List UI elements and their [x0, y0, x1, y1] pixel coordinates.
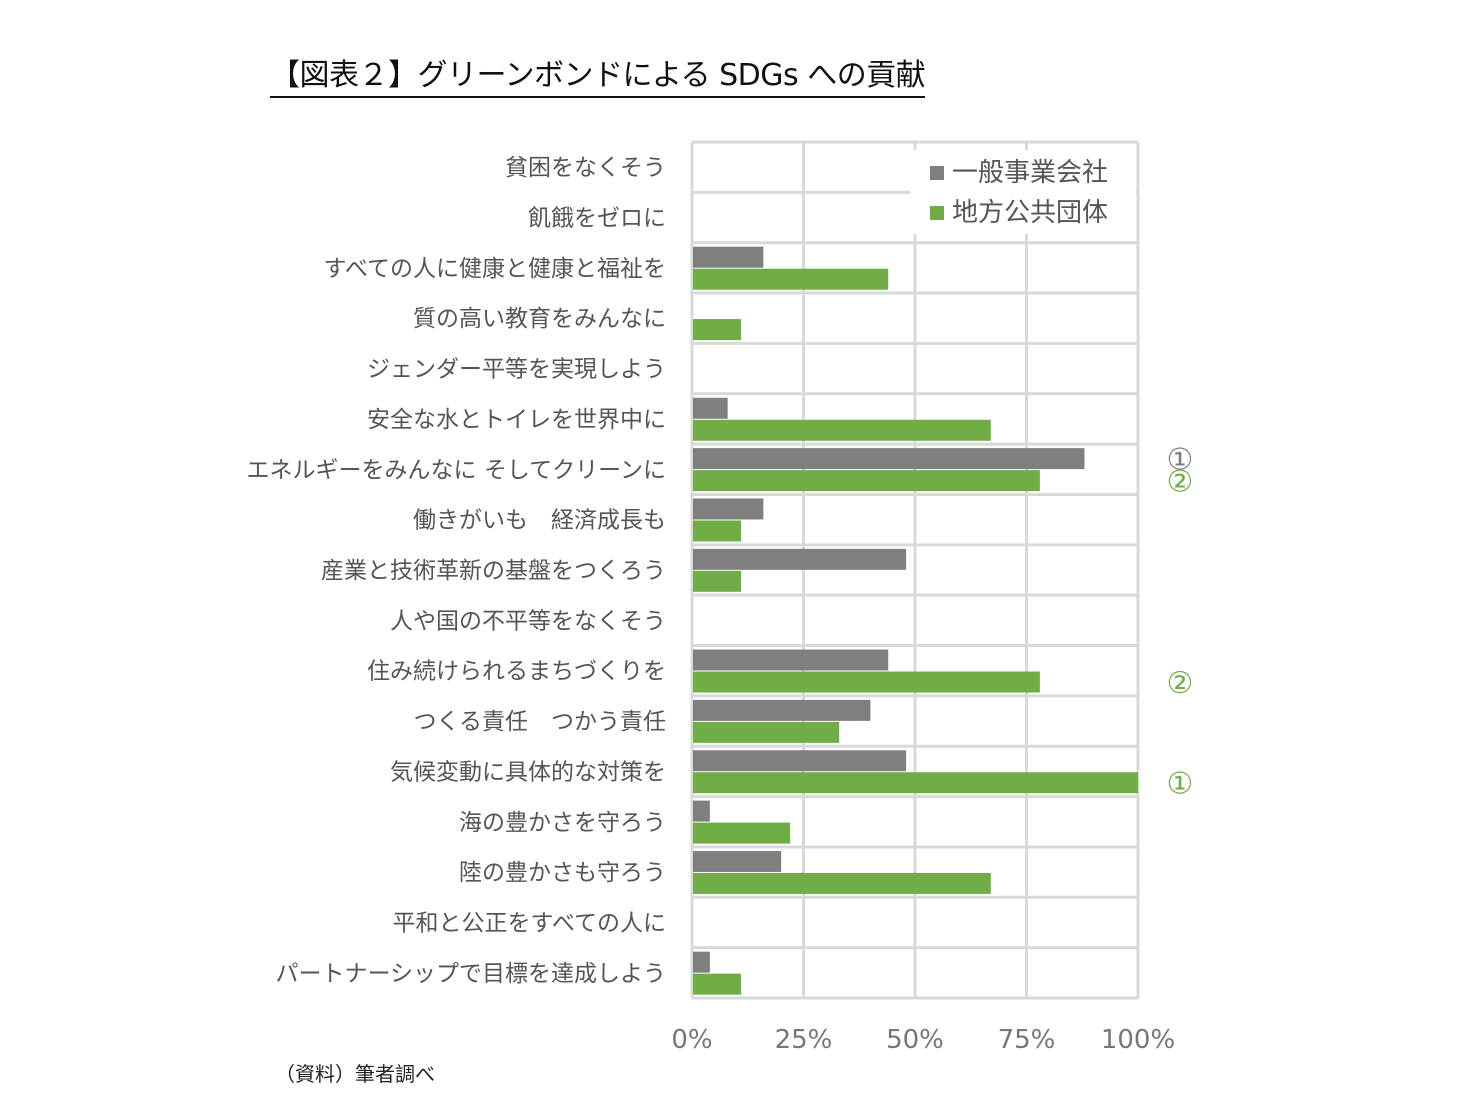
bar-company: [693, 397, 728, 419]
category-label: ジェンダー平等を実現しよう: [367, 357, 666, 383]
bar-municipal: [693, 822, 791, 844]
legend-swatch: [930, 206, 944, 220]
bar-company: [693, 750, 907, 772]
category-label: 産業と技術革新の基盤をつくろう: [321, 558, 666, 584]
bar-municipal: [693, 268, 889, 290]
rank-annotation: ②: [1167, 465, 1194, 500]
bar-company: [693, 699, 871, 721]
bar-company: [693, 548, 907, 570]
category-label: 海の豊かさを守ろう: [459, 810, 666, 836]
category-label: 平和と公正をすべての人に: [393, 910, 666, 936]
legend-box: [910, 150, 1136, 234]
x-tick-label: 100%: [1101, 1025, 1175, 1055]
legend-swatch: [930, 166, 944, 180]
category-label: 貧困をなくそう: [505, 155, 666, 181]
category-label: 働きがいも 経済成長も: [413, 508, 666, 534]
bar-company: [693, 246, 764, 268]
x-tick-label: 0%: [671, 1025, 712, 1055]
bar-company: [693, 498, 764, 520]
category-label: 安全な水とトイレを世界中に: [367, 407, 666, 433]
category-label: 住み続けられるまちづくりを: [367, 659, 666, 685]
bar-company: [693, 850, 782, 872]
bar-company: [693, 448, 1085, 470]
bar-municipal: [693, 520, 742, 542]
category-label: エネルギーをみんなに そしてクリーンに: [247, 457, 666, 483]
category-label: 飢餓をゼロに: [528, 206, 666, 232]
bar-municipal: [693, 419, 991, 441]
category-label: 気候変動に具体的な対策を: [390, 759, 666, 785]
category-label: 陸の豊かさも守ろう: [459, 860, 666, 886]
x-tick-label: 25%: [775, 1025, 833, 1055]
category-label: パートナーシップで目標を達成しよう: [275, 961, 666, 987]
rank-annotation: ①: [1167, 767, 1194, 802]
legend-label: 一般事業会社: [952, 158, 1108, 188]
x-tick-label: 75%: [998, 1025, 1056, 1055]
category-label: すべての人に健康と健康と福祉を: [324, 256, 666, 282]
bar-municipal: [693, 721, 840, 743]
chart-title: 【図表２】グリーンボンドによる SDGs への貢献: [270, 50, 926, 98]
source-note: （資料）筆者調べ: [275, 1062, 435, 1086]
bar-municipal: [693, 772, 1138, 794]
rank-annotation: ②: [1167, 666, 1194, 701]
bar-municipal: [693, 671, 1040, 693]
category-label: 人や国の不平等をなくそう: [390, 608, 666, 634]
bar-municipal: [693, 973, 742, 995]
category-label: つくる責任 つかう責任: [413, 709, 666, 735]
legend-label: 地方公共団体: [952, 198, 1108, 228]
rank-annotation: ①: [1167, 443, 1194, 478]
bar-municipal: [693, 570, 742, 592]
bar-municipal: [693, 470, 1040, 492]
bar-company: [693, 800, 710, 822]
bar-municipal: [693, 319, 742, 341]
bar-municipal: [693, 872, 991, 894]
bar-company: [693, 649, 889, 671]
x-tick-label: 50%: [886, 1025, 944, 1055]
bar-company: [693, 951, 710, 973]
category-label: 質の高い教育をみんなに: [413, 306, 666, 332]
